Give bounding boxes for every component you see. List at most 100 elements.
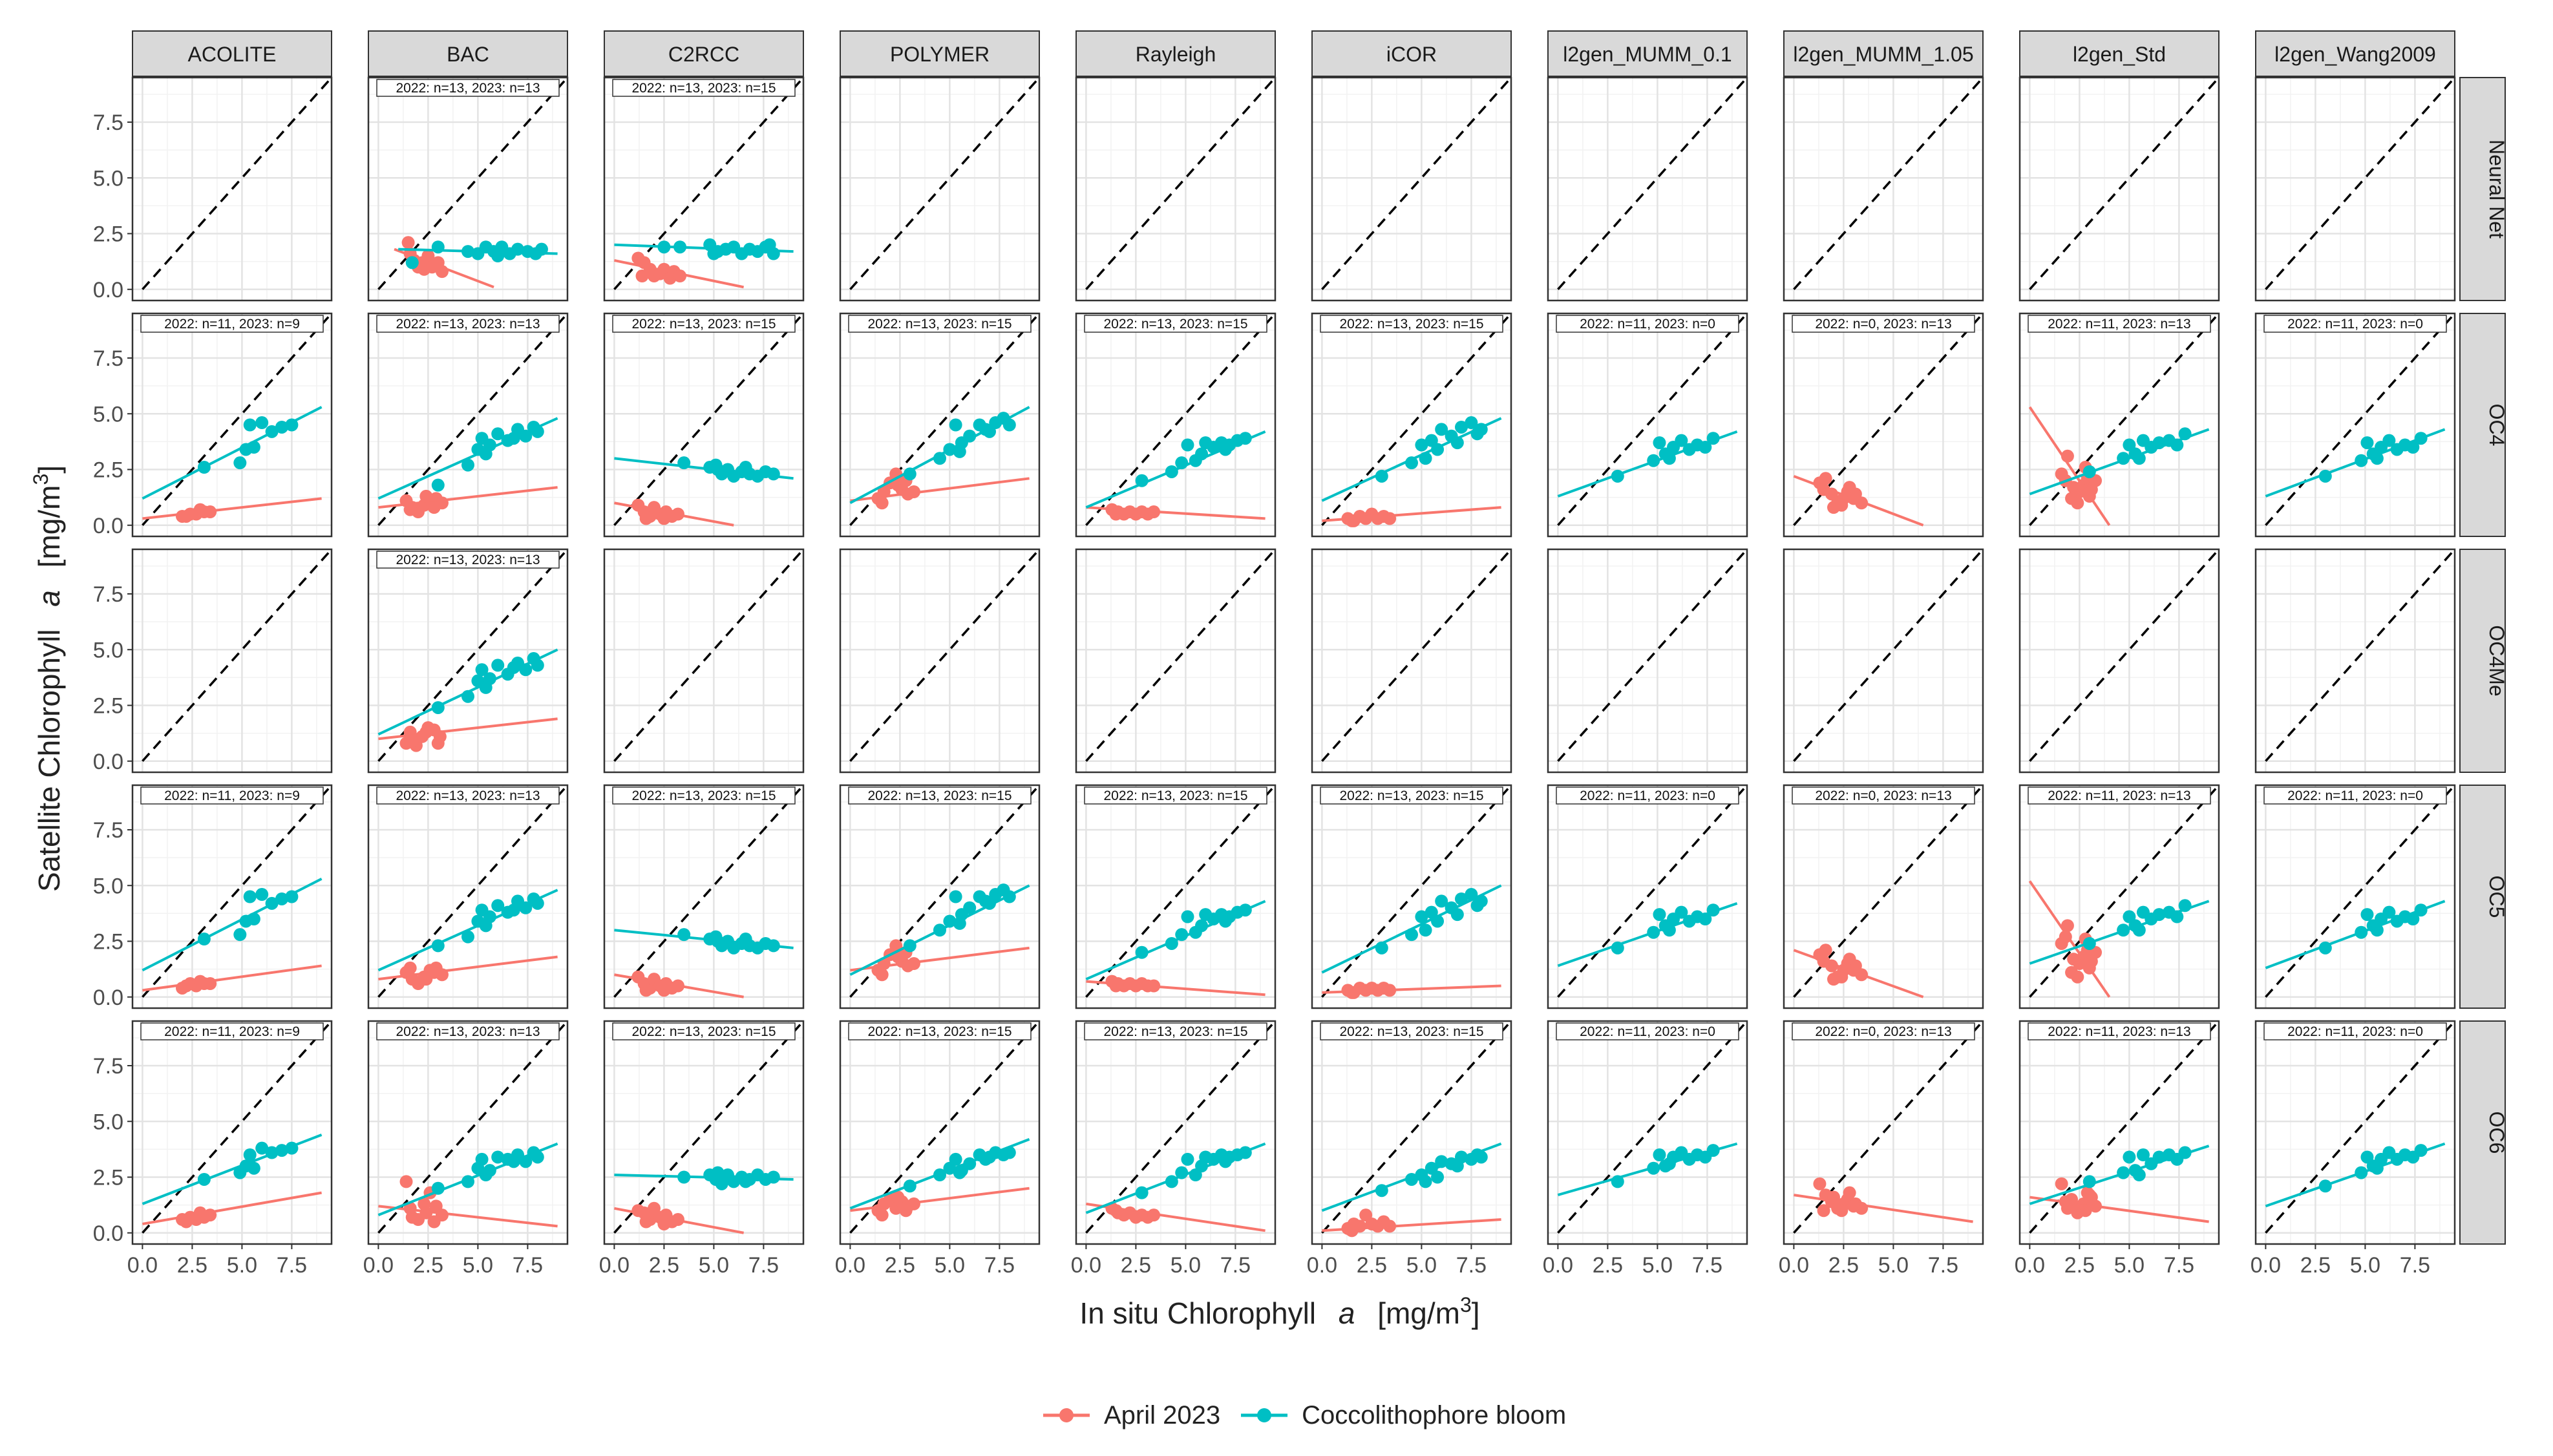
row-strip-bg [2459,785,2506,1009]
legend-key-coccolithophore-bloom [1241,1408,1288,1422]
sample-count-box [1556,1022,1739,1040]
data-point [475,663,489,677]
data-point [739,933,752,946]
data-point [875,1208,889,1222]
x-tick-label: 2.5 [1828,1253,1859,1278]
y-tick-label: 5.0 [93,874,123,898]
column-strip-bg [2255,30,2455,77]
data-point [1195,919,1209,933]
panel-border [1547,548,1748,774]
data-point [180,509,193,523]
data-point [531,896,544,910]
data-point [519,663,533,677]
data-point [285,890,299,903]
data-point [1165,936,1178,950]
sample-count-box [376,79,560,97]
data-point [491,249,505,262]
panel-border [131,548,333,774]
legend-item-april-2023: April 2023 [1041,1396,1220,1435]
one-to-one-line [2029,548,2220,762]
legend-key-april-2023 [1043,1408,1090,1422]
y-axis-title-italic: a [32,590,66,607]
y-tick-label: 0.0 [93,278,123,302]
data-point [903,1179,916,1193]
data-point [2152,1150,2166,1164]
data-point [265,425,279,438]
data-point [243,418,257,432]
panel-oc6-bac: 2022: n=13, 2023: n=13 0.0 2.5 5.0 7.5 [363,1020,569,1278]
one-to-one-line [142,784,333,998]
panel-oc6-rayleigh: 2022: n=13, 2023: n=15 0.0 2.5 5.0 7.5 [1071,1020,1276,1278]
data-point [204,1208,217,1222]
panel-oc6-icor: 2022: n=13, 2023: n=15 0.0 2.5 5.0 7.5 [1307,1020,1512,1278]
series-april-2023 [1322,506,1501,527]
series-april-2023 [1322,1208,1501,1238]
column-strip-bg [132,30,332,77]
panel-oc5-icor: 2022: n=13, 2023: n=15 [1311,784,1512,1009]
panel-oc5-bac: 2022: n=13, 2023: n=13 [367,784,569,1009]
data-point [2178,427,2192,441]
data-point [899,1204,913,1218]
data-point [1345,1224,1359,1238]
data-point [431,939,445,953]
panel-oc4-l2gen-mumm-0-1: 2022: n=11, 2023: n=0 [1547,312,1748,538]
y-axis-title-power: 3 [29,474,52,485]
panel-neural-net-icor [1311,76,1512,302]
sample-count-label: 2022: n=11, 2023: n=13 [2048,317,2190,332]
series-coccolithophore-bloom [2029,899,2210,965]
panel-border [603,548,805,774]
data-point [639,1215,653,1229]
data-point [1470,899,1484,913]
sample-count-box [140,1022,324,1040]
series-coccolithophore-bloom [2265,1142,2446,1208]
series-april-2023 [614,1201,744,1234]
data-point [1847,964,1860,977]
series-coccolithophore-bloom [1085,900,1266,980]
x-tick-label: 0.0 [2015,1253,2045,1278]
data-point [2382,434,2396,447]
legend-item-coccolithophore-bloom: Coccolithophore bloom [1238,1396,1566,1435]
data-point [1419,923,1432,937]
sample-count-label: 2022: n=13, 2023: n=15 [1103,317,1247,332]
panel-oc4me-bac: 2022: n=13, 2023: n=13 [367,548,569,774]
regression-line-april-2023 [142,1191,322,1225]
y-axis-title-close: ] [32,465,66,474]
data-point [1405,928,1418,942]
data-point [1653,436,1666,450]
panel-border [1783,76,1984,302]
panel-border [1783,312,1984,538]
series-coccolithophore-bloom [1085,1142,1266,1214]
panel-border [1311,76,1512,302]
x-tick-label: 5.0 [699,1253,729,1278]
panel-oc4me-polymer [839,548,1041,774]
data-point [233,456,247,470]
panel-border [1547,312,1748,538]
panel-neural-net-acolite: 0.0 2.5 5.0 7.5 [93,76,333,302]
row-strip-oc6: OC6 [2459,1020,2508,1245]
data-point [711,1166,725,1179]
sample-count-box [1556,315,1739,333]
one-to-one-line [613,548,805,762]
data-point [431,737,445,750]
panel-border [131,312,333,538]
panel-border [131,76,333,302]
column-strip-label: ACOLITE [188,43,277,66]
series-coccolithophore-bloom [377,889,558,972]
data-point [963,1157,977,1170]
x-tick-label: 2.5 [2300,1253,2331,1278]
data-point [461,458,474,472]
series-coccolithophore-bloom [849,406,1030,505]
sample-count-label: 2022: n=11, 2023: n=0 [1580,1024,1715,1039]
y-tick-label: 0.0 [93,750,123,774]
data-point [1002,890,1016,903]
data-point [933,1168,946,1182]
data-point [1419,1175,1432,1188]
data-point [1002,1146,1016,1159]
one-to-one-line [2265,784,2456,998]
data-point [2178,899,2192,913]
x-tick-label: 2.5 [1121,1253,1151,1278]
data-point [285,418,299,432]
data-point [427,1215,441,1229]
one-to-one-line [2029,76,2220,290]
data-point [427,501,441,514]
